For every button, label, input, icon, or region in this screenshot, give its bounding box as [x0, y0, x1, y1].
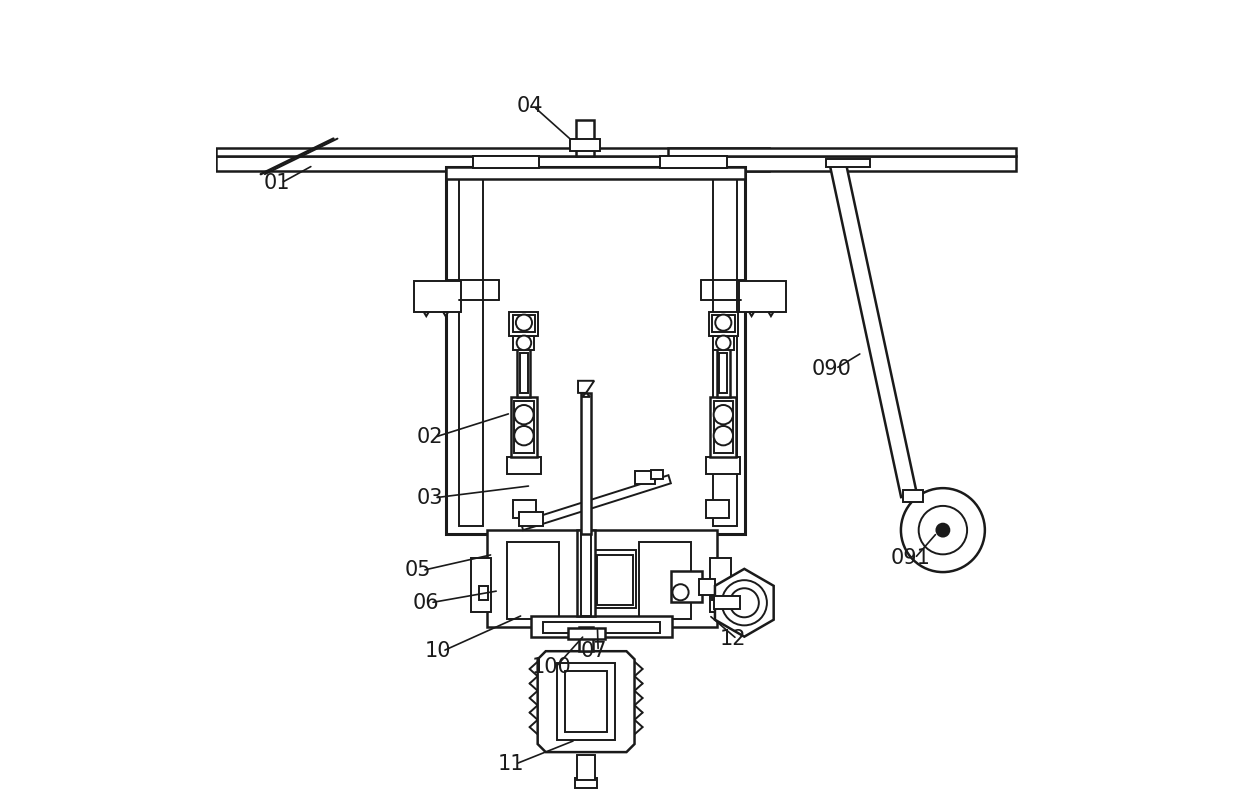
Bar	[639, 542, 691, 619]
Bar	[474, 156, 539, 168]
Circle shape	[515, 426, 533, 446]
Bar	[713, 335, 734, 350]
Polygon shape	[749, 312, 754, 316]
Circle shape	[901, 488, 985, 572]
Bar	[507, 542, 559, 619]
Circle shape	[516, 314, 532, 330]
Bar	[668, 156, 1016, 171]
Bar	[671, 571, 702, 602]
Text: 03: 03	[417, 488, 444, 508]
Bar	[699, 578, 715, 595]
Bar	[543, 622, 661, 633]
Bar	[661, 156, 727, 168]
Bar	[531, 616, 672, 637]
Text: 04: 04	[516, 96, 543, 117]
Text: 12: 12	[719, 629, 746, 649]
Bar	[507, 458, 541, 474]
Bar	[711, 397, 737, 458]
Bar	[513, 501, 536, 518]
Bar	[575, 778, 598, 787]
Bar	[520, 352, 528, 393]
Circle shape	[919, 506, 967, 554]
Polygon shape	[538, 651, 635, 752]
Polygon shape	[769, 312, 774, 316]
Bar	[582, 530, 591, 616]
Bar	[582, 393, 591, 534]
Text: 100: 100	[532, 658, 572, 677]
Bar	[515, 401, 533, 454]
Bar	[579, 764, 593, 784]
Bar	[717, 348, 730, 397]
Text: 07: 07	[580, 642, 608, 661]
Bar	[739, 282, 786, 312]
Text: 05: 05	[405, 561, 432, 581]
Bar	[520, 512, 543, 526]
Circle shape	[936, 523, 950, 536]
Circle shape	[714, 426, 733, 446]
Bar	[714, 401, 733, 454]
Text: 02: 02	[417, 428, 444, 447]
Bar	[217, 156, 769, 171]
Circle shape	[714, 405, 733, 424]
Bar	[707, 458, 740, 474]
Bar	[557, 663, 615, 740]
Circle shape	[715, 314, 732, 330]
Bar	[903, 490, 923, 502]
Text: 10: 10	[425, 642, 451, 661]
Bar	[579, 627, 594, 651]
Bar	[479, 586, 489, 600]
Bar	[471, 557, 491, 612]
Bar	[577, 756, 595, 779]
Bar	[575, 120, 594, 156]
Bar	[719, 352, 728, 393]
Polygon shape	[715, 569, 774, 637]
Bar	[707, 501, 729, 518]
Bar	[577, 530, 595, 616]
Bar	[714, 596, 740, 609]
Bar	[513, 335, 534, 350]
Polygon shape	[521, 475, 671, 530]
Bar	[459, 171, 482, 526]
Circle shape	[515, 405, 533, 424]
Text: 090: 090	[811, 359, 852, 378]
Bar	[668, 148, 1016, 156]
Bar	[651, 470, 663, 480]
Bar	[713, 171, 737, 526]
Circle shape	[730, 588, 759, 617]
Bar	[712, 314, 734, 332]
Circle shape	[715, 335, 730, 350]
Polygon shape	[830, 163, 916, 497]
Bar	[826, 159, 870, 167]
Bar	[446, 167, 745, 534]
Bar	[414, 282, 461, 312]
Polygon shape	[582, 393, 590, 397]
Bar	[598, 555, 632, 605]
Text: 091: 091	[890, 548, 930, 569]
Bar	[511, 397, 537, 458]
Text: 11: 11	[497, 754, 525, 774]
Circle shape	[722, 580, 766, 625]
Polygon shape	[578, 381, 594, 393]
Bar	[510, 312, 538, 336]
Bar	[709, 312, 738, 336]
Polygon shape	[424, 312, 429, 316]
Circle shape	[672, 584, 688, 600]
Bar	[594, 550, 636, 608]
Bar	[517, 348, 531, 397]
Bar	[712, 586, 722, 600]
Bar	[217, 148, 769, 156]
Bar	[711, 557, 730, 612]
Bar	[568, 628, 605, 639]
Text: 06: 06	[413, 593, 439, 613]
Circle shape	[517, 335, 531, 350]
Bar	[635, 471, 655, 484]
Bar	[570, 139, 600, 151]
Polygon shape	[443, 312, 448, 316]
Bar	[565, 671, 608, 732]
Text: 01: 01	[264, 173, 290, 193]
Bar	[446, 167, 745, 179]
Bar	[512, 314, 536, 332]
Bar	[487, 530, 717, 627]
